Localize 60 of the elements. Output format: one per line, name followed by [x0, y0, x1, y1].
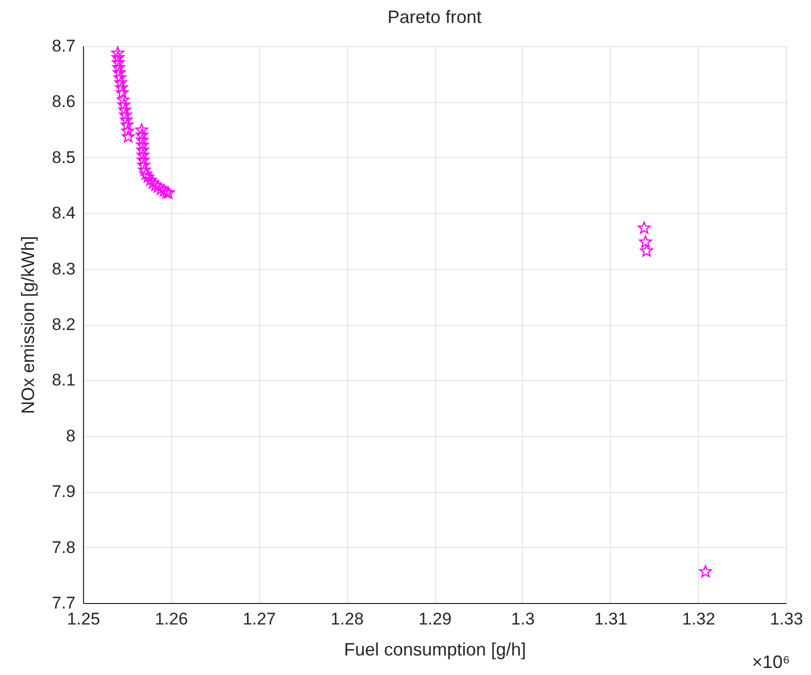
point	[116, 86, 129, 98]
x-tick-label: 1.3	[511, 610, 535, 628]
point	[638, 221, 651, 234]
point	[120, 118, 134, 131]
point	[114, 76, 128, 88]
point	[142, 170, 154, 182]
point	[114, 71, 126, 84]
point	[112, 56, 125, 68]
y-tick-label: 8	[66, 426, 76, 446]
point	[138, 163, 151, 176]
point	[121, 124, 134, 137]
text: ×10⁶	[752, 652, 790, 672]
point	[146, 176, 160, 189]
y-tick-label: 8.7	[52, 36, 76, 56]
point	[112, 50, 124, 64]
y-tick-label: 8.2	[52, 315, 76, 334]
point	[135, 123, 148, 136]
x-tick-label: 1.26	[154, 610, 188, 628]
y-tick-label: 7.7	[52, 594, 76, 612]
x-tick-label: 1.33	[770, 610, 804, 628]
x-tick-label: 1.28	[330, 610, 364, 628]
chart-title: Pareto front	[387, 7, 482, 27]
point	[111, 46, 124, 59]
point	[158, 184, 170, 196]
point	[118, 98, 130, 111]
point	[112, 61, 126, 74]
point	[639, 235, 652, 248]
point	[699, 565, 712, 578]
x-axis-title: Fuel consumption [g/h]	[344, 640, 526, 660]
y-tick-label: 7.8	[52, 538, 76, 557]
x-tick-label: 1.29	[418, 610, 452, 628]
point	[116, 93, 130, 106]
point	[137, 158, 150, 171]
y-tick-label: 8.4	[52, 204, 76, 223]
point	[115, 81, 128, 94]
point	[119, 108, 132, 121]
y-tick-label: 8.6	[52, 92, 76, 112]
point	[118, 103, 132, 116]
point	[112, 66, 126, 78]
point	[640, 244, 653, 257]
y-tick-label: 8.3	[52, 259, 76, 278]
y-axis-title: NOx emission [g/kWh]	[18, 236, 38, 414]
y-tick-label: 7.9	[52, 482, 76, 502]
point	[122, 130, 135, 142]
x-tick-label: 1.25	[66, 610, 100, 628]
point	[136, 128, 148, 141]
point	[136, 138, 149, 151]
x-tick-label: 1.32	[682, 610, 716, 628]
point	[136, 133, 149, 146]
x-tick-label: 1.31	[594, 610, 628, 628]
y-tick-label: 8.1	[52, 370, 76, 390]
point	[149, 178, 162, 191]
x-tick-label: 1.27	[242, 610, 276, 628]
point	[120, 113, 133, 126]
point	[140, 167, 152, 180]
y-tick-label: 8.5	[52, 148, 76, 167]
point	[136, 153, 150, 166]
point	[136, 143, 150, 156]
point	[144, 174, 157, 186]
point	[136, 148, 150, 161]
